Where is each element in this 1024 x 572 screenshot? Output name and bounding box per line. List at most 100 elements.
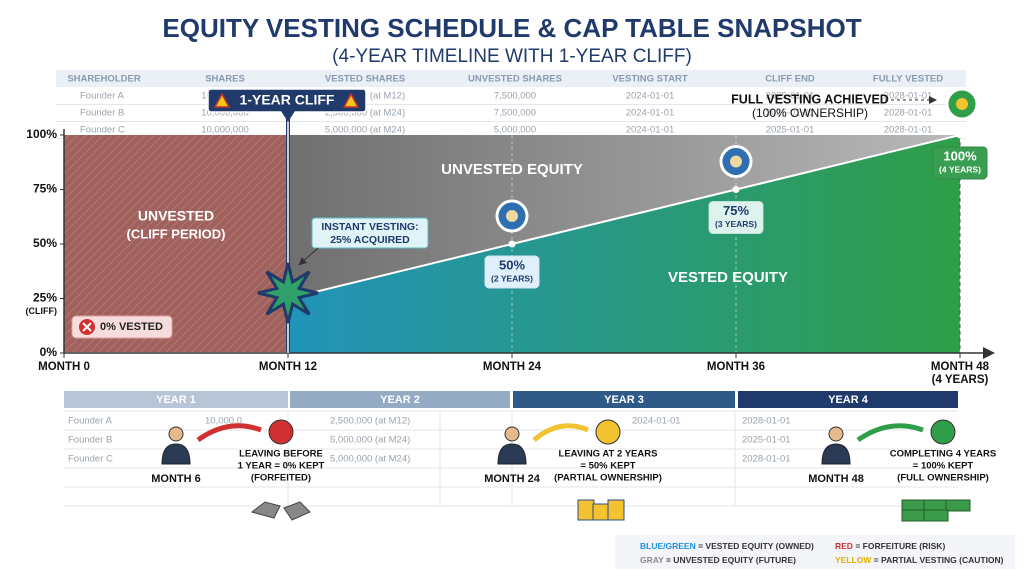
year-label: YEAR 3 (604, 394, 644, 406)
value-note: (3 YEARS) (715, 219, 757, 229)
result-icon (595, 419, 621, 445)
year-label: YEAR 4 (828, 394, 869, 406)
instant-vesting-sub: 25% ACQUIRED (330, 234, 410, 246)
scenario-text: COMPLETING 4 YEARS (890, 449, 996, 460)
result-icon (268, 419, 294, 445)
table-cell: 10,000,000 (201, 125, 249, 136)
title: EQUITY VESTING SCHEDULE & CAP TABLE SNAP… (162, 13, 861, 43)
x-tick-label: MONTH 12 (259, 361, 317, 373)
scenario-time: MONTH 48 (808, 473, 864, 485)
legend-text: = FORFEITURE (RISK) (853, 541, 945, 551)
table-cell: 2028-01-01 (884, 108, 933, 119)
y-tick-label: 100% (26, 127, 57, 141)
legend-text: = VESTED EQUITY (OWNED) (696, 541, 814, 551)
table-cell: 2024-01-01 (626, 91, 675, 102)
table-cell: 2,500,000 (at M24) (325, 108, 405, 119)
table-cell: Founder B (80, 108, 124, 119)
cash-bundle (945, 499, 971, 512)
scenario-text: 1 YEAR = 0% KEPT (238, 461, 325, 472)
scenario-text: LEAVING BEFORE (239, 449, 323, 460)
scenario-time: MONTH 6 (151, 473, 201, 485)
legend-key: BLUE/GREEN (640, 541, 696, 551)
value-label-box (484, 255, 540, 289)
y-tick-label: 25% (33, 291, 57, 305)
timeline-cell: 2024-01-01 (632, 416, 681, 427)
legend-item: BLUE/GREEN = VESTED EQUITY (OWNED) (640, 541, 814, 551)
scenario-time: MONTH 24 (484, 473, 541, 485)
full-vesting-sub: (100% OWNERSHIP) (752, 106, 868, 120)
year-header (738, 391, 958, 408)
legend-item: YELLOW = PARTIAL VESTING (CAUTION) (835, 555, 1004, 565)
x-axis-note: (4 YEARS) (932, 374, 989, 386)
y-tick-label: 0% (40, 345, 58, 359)
cliff-period-label: UNVESTED (138, 208, 214, 224)
scenario-arrow (196, 423, 262, 443)
data-point (956, 131, 964, 139)
data-point (732, 186, 740, 193)
table-cell: 2028-01-01 (884, 125, 933, 136)
timeline-cell: 2,500,000 (at M12) (330, 416, 410, 427)
person-body (497, 443, 527, 465)
timeline-cell: 2025-01-01 (742, 435, 791, 446)
timeline-cell: 10,000,0 (205, 416, 242, 427)
warning-icon (342, 92, 360, 108)
table-header: SHARES (205, 74, 245, 85)
timeline-cell: Founder A (68, 416, 112, 427)
table-cell: 2028-01-01 (884, 91, 933, 102)
person-head (504, 426, 520, 442)
result-icon (930, 419, 956, 445)
cash-bundle (901, 499, 927, 512)
value-note: (2 YEARS) (491, 273, 533, 283)
scenario-arrow (856, 423, 924, 443)
table-header: FULLY VESTED (873, 74, 943, 85)
table-header: CLIFF END (765, 74, 815, 85)
person-body (821, 443, 851, 465)
table-cell: 7,500,000 (494, 108, 536, 119)
value-label-box (708, 201, 764, 234)
timeline-cell: 5,000,000 (at M24) (330, 454, 410, 465)
person-head (828, 426, 844, 442)
year-header (513, 391, 735, 408)
person-head (168, 426, 184, 442)
coin-stack (592, 503, 610, 521)
table-cell: 2025-01-01 (766, 125, 815, 136)
table-cell: 2025-01-01 (766, 91, 815, 102)
legend-item: RED = FORFEITURE (RISK) (835, 541, 945, 551)
coin-stack (577, 499, 595, 521)
full-vesting-title: FULL VESTING ACHIEVED (731, 92, 889, 106)
legend-key: GRAY (640, 555, 664, 565)
timeline-cell: 2028-01-01 (742, 416, 791, 427)
value-note: (4 YEARS) (939, 164, 981, 174)
timeline-cell: 2028-01-01 (742, 454, 791, 465)
legend-key: RED (835, 541, 853, 551)
cliff-starburst (257, 262, 319, 324)
instant-vesting-box (311, 217, 429, 249)
subtitle: (4-YEAR TIMELINE WITH 1-YEAR CLIFF) (332, 46, 692, 67)
table-header-band (56, 70, 966, 87)
zero-vested-badge (71, 315, 173, 339)
person-body (161, 443, 191, 465)
table-header: UNVESTED SHARES (468, 74, 562, 85)
instant-vesting-arrow (298, 247, 319, 266)
cash-bundle (901, 509, 927, 522)
value-label: 100% (943, 148, 977, 163)
milestone-icon-inner (730, 155, 742, 168)
value-label: 50% (499, 257, 525, 272)
coin-stack (607, 499, 625, 521)
vested-equity-label: VESTED EQUITY (668, 269, 788, 286)
zero-vested-label: 0% VESTED (100, 321, 163, 333)
value-label: 75% (723, 203, 749, 218)
table-cell: 5,000,000 (at M24) (325, 125, 405, 136)
y-axis-note: (CLIFF) (26, 306, 58, 316)
unvested-equity-label: UNVESTED EQUITY (441, 161, 583, 178)
scenario-text: = 100% KEPT (913, 461, 974, 472)
cliff-banner-text: 1-YEAR CLIFF (240, 92, 335, 108)
instant-vesting-title: INSTANT VESTING: (321, 221, 418, 233)
scenario-text: = 50% KEPT (580, 461, 635, 472)
zero-vested-x (82, 322, 92, 332)
table-cell: 2024-01-01 (626, 108, 675, 119)
timeline-cell: Founder B (68, 435, 112, 446)
timeline-cell: Founder C (68, 454, 113, 465)
cliff-period-sub: (CLIFF PERIOD) (127, 226, 226, 241)
